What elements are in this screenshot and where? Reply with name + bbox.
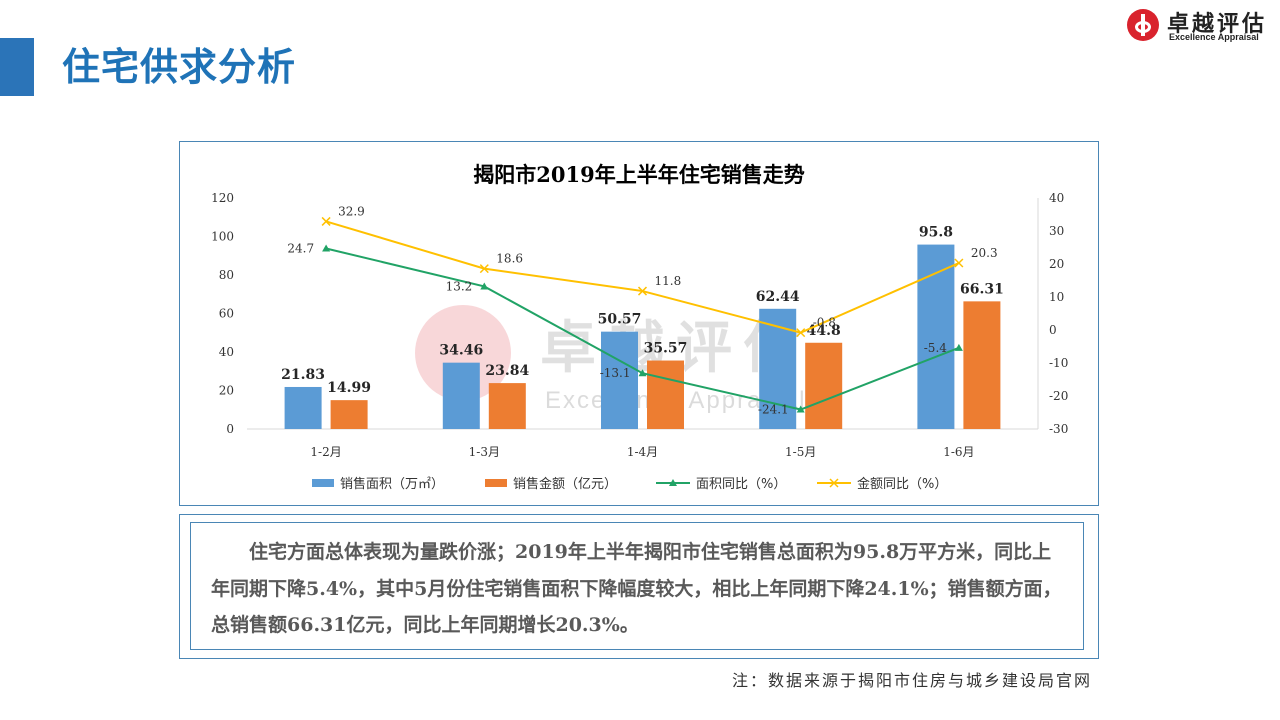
y-right-tick-label: -10	[1049, 356, 1068, 370]
y-left-tick-label: 60	[219, 307, 234, 321]
line-data-label: 11.8	[655, 274, 682, 288]
x-tick-label: 1-6月	[943, 445, 974, 459]
bar-data-label: 66.31	[960, 281, 1004, 297]
bar-data-label: 62.44	[756, 289, 800, 305]
y-right-tick-label: 10	[1049, 290, 1064, 304]
summary-text: 住宅方面总体表现为量跌价涨；2019年上半年揭阳市住宅销售总面积为95.8万平方…	[211, 541, 1062, 636]
line-marker-triangle	[638, 369, 647, 377]
bar-sales-amount	[805, 342, 843, 429]
bar-sales-amount	[488, 383, 526, 429]
legend-label: 金额同比（%）	[857, 476, 947, 492]
page-title: 住宅供求分析	[62, 45, 297, 89]
line-marker-triangle	[322, 244, 331, 252]
bar-data-label: 14.99	[327, 380, 371, 396]
bar-sales-area	[917, 244, 955, 429]
line-marker-cross	[796, 328, 806, 338]
line-data-label: 13.2	[446, 279, 473, 293]
y-right-tick-label: 40	[1049, 191, 1064, 205]
y-right-tick-label: -20	[1049, 389, 1068, 403]
x-tick-label: 1-5月	[785, 445, 816, 459]
line-data-label: 18.6	[496, 252, 523, 266]
y-right-tick-label: 0	[1049, 323, 1057, 337]
title-accent-bar	[0, 38, 34, 96]
x-tick-label: 1-3月	[469, 445, 500, 459]
logo-text-cn: 卓越评估	[1167, 12, 1268, 37]
bar-data-label: 21.83	[281, 367, 325, 383]
bar-sales-amount	[330, 400, 368, 429]
line-data-label: -5.4	[924, 341, 948, 355]
line-marker-triangle	[954, 343, 963, 351]
line-data-label: 20.3	[971, 246, 998, 260]
chart-panel: 揭阳市2019年上半年住宅销售走势卓越评估Excellence Appraisa…	[179, 141, 1099, 506]
bar-sales-amount	[647, 360, 684, 429]
bar-data-label: 95.8	[919, 225, 953, 241]
line-marker-cross	[954, 258, 964, 268]
x-tick-label: 1-4月	[627, 445, 658, 459]
y-left-tick-label: 20	[219, 384, 234, 398]
bar-sales-amount	[963, 301, 1001, 429]
line-data-label: -24.1	[758, 403, 789, 417]
y-right-tick-label: 30	[1049, 224, 1064, 238]
legend-swatch	[312, 479, 334, 487]
logo-text-en: Excellence Appraisal	[1169, 32, 1259, 42]
y-right-tick-label: -30	[1049, 422, 1068, 436]
y-left-tick-label: 120	[211, 191, 234, 205]
line-marker-triangle	[480, 282, 489, 290]
line-data-label: -13.1	[600, 366, 631, 380]
bar-data-label: 34.46	[439, 343, 483, 359]
source-footnote: 注：数据来源于揭阳市住房与城乡建设局官网	[732, 671, 1093, 690]
bar-data-label: 35.57	[644, 341, 688, 357]
line-marker-triangle	[796, 405, 805, 413]
line-data-label: 32.9	[338, 204, 365, 218]
line-marker-cross	[637, 286, 648, 296]
company-logo: 卓越评估 Excellence Appraisal	[1125, 6, 1275, 44]
bar-data-label: 50.57	[598, 312, 642, 328]
summary-box: 住宅方面总体表现为量跌价涨；2019年上半年揭阳市住宅销售总面积为95.8万平方…	[190, 522, 1084, 650]
legend-label: 销售面积（万㎡）	[340, 476, 444, 492]
y-left-tick-label: 100	[211, 230, 234, 244]
watermark-logo-icon	[415, 305, 511, 401]
bar-sales-area	[601, 331, 638, 429]
legend-marker-cross	[829, 478, 839, 488]
legend-swatch	[485, 479, 507, 487]
y-left-tick-label: 40	[219, 345, 234, 359]
summary-panel: 住宅方面总体表现为量跌价涨；2019年上半年揭阳市住宅销售总面积为95.8万平方…	[179, 514, 1099, 659]
y-right-tick-label: 20	[1049, 257, 1064, 271]
bar-sales-area	[284, 386, 322, 429]
bar-sales-area	[442, 362, 480, 429]
y-left-tick-label: 0	[226, 422, 234, 436]
line-data-label: -0.8	[813, 316, 836, 330]
logo-icon	[1127, 9, 1159, 41]
bar-data-label: 23.84	[485, 363, 529, 379]
legend-marker-triangle	[669, 479, 677, 486]
sales-trend-chart: 揭阳市2019年上半年住宅销售走势卓越评估Excellence Appraisa…	[211, 162, 1068, 492]
x-tick-label: 1-2月	[310, 445, 341, 459]
legend-label: 面积同比（%）	[696, 477, 786, 492]
y-left-tick-label: 80	[219, 268, 234, 282]
chart-title: 揭阳市2019年上半年住宅销售走势	[473, 162, 804, 187]
legend-label: 销售金额（亿元）	[513, 476, 617, 492]
line-data-label: 24.7	[287, 241, 314, 255]
line-marker-cross	[321, 216, 331, 226]
line-marker-cross	[479, 264, 489, 274]
